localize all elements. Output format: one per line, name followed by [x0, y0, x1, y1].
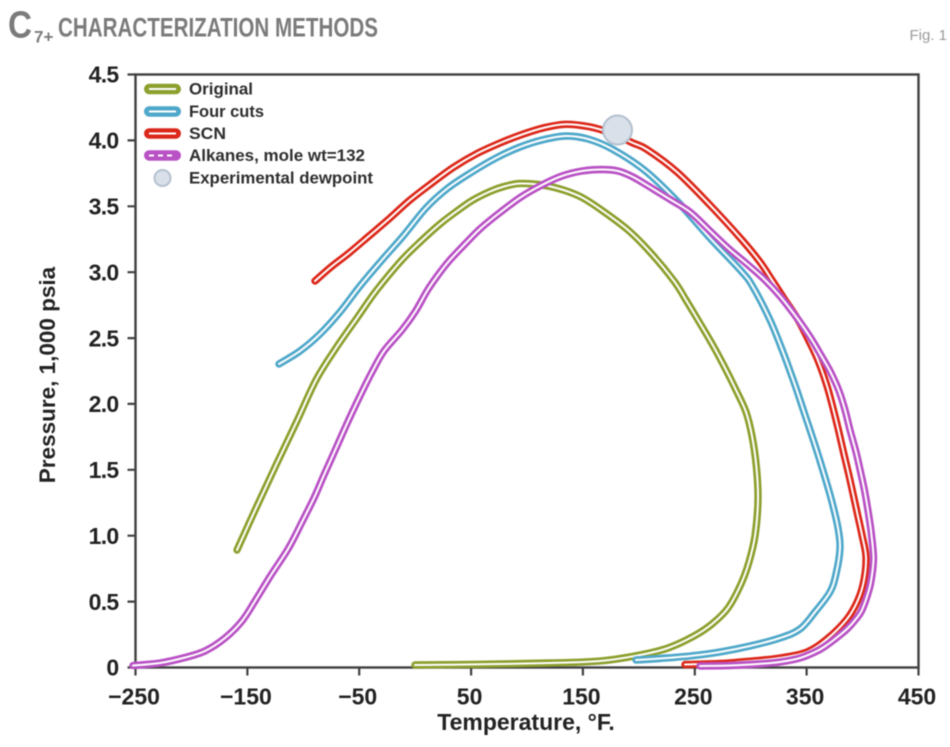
svg-text:2.5: 2.5 [89, 325, 120, 351]
svg-text:4.0: 4.0 [89, 128, 119, 154]
svg-text:−50: −50 [338, 684, 377, 710]
svg-text:0.5: 0.5 [89, 589, 120, 615]
svg-text:150: 150 [562, 684, 600, 710]
svg-text:−250: −250 [108, 684, 160, 710]
svg-text:2.0: 2.0 [89, 391, 119, 417]
svg-text:Alkanes, mole wt=132: Alkanes, mole wt=132 [189, 147, 365, 165]
svg-text:Original: Original [189, 81, 253, 99]
svg-text:250: 250 [674, 684, 712, 710]
svg-text:3.0: 3.0 [89, 259, 119, 285]
svg-text:7+: 7+ [34, 28, 53, 47]
svg-text:4.5: 4.5 [89, 62, 120, 88]
svg-text:−150: −150 [220, 684, 272, 710]
svg-text:450: 450 [898, 684, 936, 710]
svg-text:0: 0 [106, 655, 118, 681]
svg-text:1.0: 1.0 [89, 523, 119, 549]
svg-text:350: 350 [786, 684, 824, 710]
svg-text:Fig. 1: Fig. 1 [909, 27, 947, 44]
svg-text:Four cuts: Four cuts [189, 103, 264, 121]
svg-text:1.5: 1.5 [89, 457, 120, 483]
svg-text:Temperature, °F.: Temperature, °F. [437, 709, 615, 735]
svg-text:CHARACTERIZATION METHODS: CHARACTERIZATION METHODS [58, 13, 378, 43]
svg-text:C: C [8, 5, 32, 47]
svg-text:Experimental dewpoint: Experimental dewpoint [189, 170, 374, 188]
svg-text:Pressure, 1,000 psia: Pressure, 1,000 psia [35, 266, 60, 483]
svg-text:50: 50 [457, 684, 483, 710]
svg-text:3.5: 3.5 [89, 194, 120, 220]
svg-text:SCN: SCN [189, 125, 226, 143]
